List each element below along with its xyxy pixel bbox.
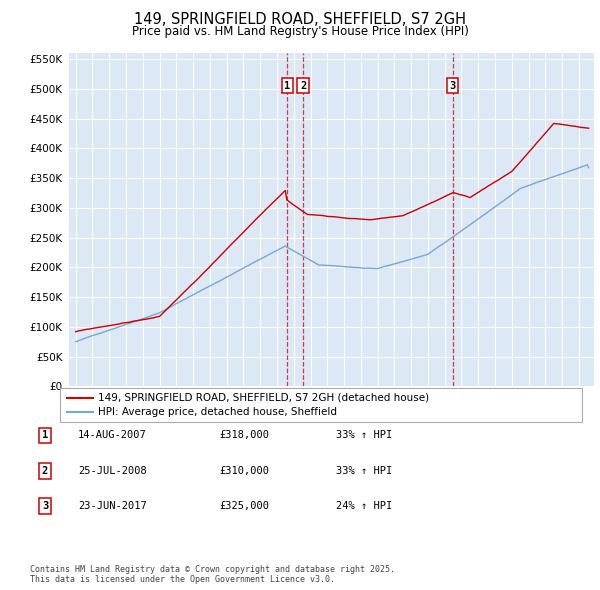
Text: 149, SPRINGFIELD ROAD, SHEFFIELD, S7 2GH (detached house): 149, SPRINGFIELD ROAD, SHEFFIELD, S7 2GH… (98, 393, 429, 403)
Text: 25-JUL-2008: 25-JUL-2008 (78, 466, 147, 476)
Text: 1: 1 (42, 431, 48, 440)
Text: 23-JUN-2017: 23-JUN-2017 (78, 502, 147, 511)
Text: 24% ↑ HPI: 24% ↑ HPI (336, 502, 392, 511)
Text: 14-AUG-2007: 14-AUG-2007 (78, 431, 147, 440)
Text: 3: 3 (42, 502, 48, 511)
Text: Price paid vs. HM Land Registry's House Price Index (HPI): Price paid vs. HM Land Registry's House … (131, 25, 469, 38)
Text: HPI: Average price, detached house, Sheffield: HPI: Average price, detached house, Shef… (98, 407, 337, 417)
Text: £325,000: £325,000 (219, 502, 269, 511)
Text: £318,000: £318,000 (219, 431, 269, 440)
Text: 2: 2 (300, 81, 307, 91)
Text: 33% ↑ HPI: 33% ↑ HPI (336, 431, 392, 440)
Text: 2: 2 (42, 466, 48, 476)
Text: £310,000: £310,000 (219, 466, 269, 476)
Text: 1: 1 (284, 81, 290, 91)
Text: 149, SPRINGFIELD ROAD, SHEFFIELD, S7 2GH: 149, SPRINGFIELD ROAD, SHEFFIELD, S7 2GH (134, 12, 466, 27)
Text: 3: 3 (449, 81, 456, 91)
Text: 33% ↑ HPI: 33% ↑ HPI (336, 466, 392, 476)
Text: Contains HM Land Registry data © Crown copyright and database right 2025.
This d: Contains HM Land Registry data © Crown c… (30, 565, 395, 584)
